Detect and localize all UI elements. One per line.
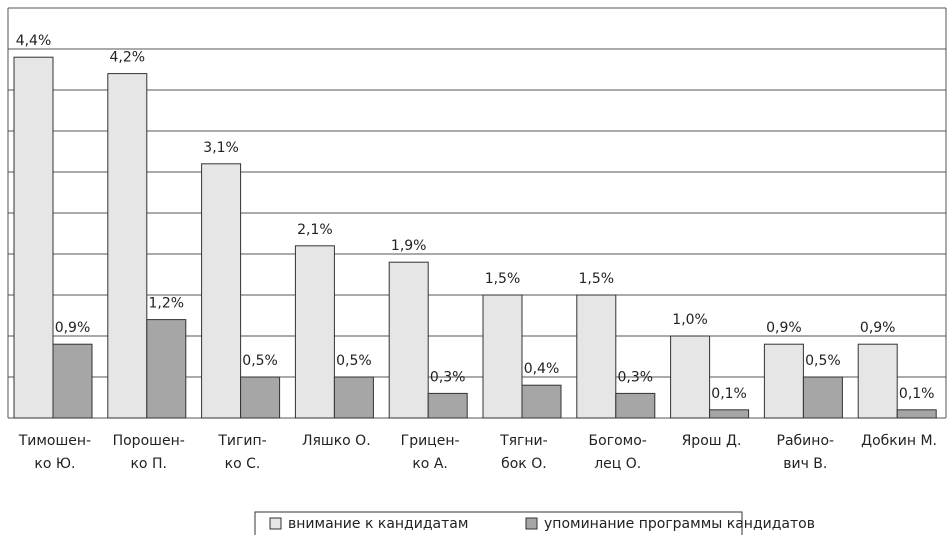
x-tick-label: бок О. [501, 456, 547, 472]
bar [482, 294, 523, 419]
bar [294, 245, 335, 419]
x-tick-label: ко Ю. [34, 456, 75, 472]
x-tick-label: ко А. [412, 456, 448, 472]
bar [333, 376, 374, 419]
bar [896, 409, 937, 419]
x-tick-label: Богомо- [589, 433, 647, 449]
value-label: 0,5% [242, 353, 278, 369]
bar [802, 376, 843, 419]
legend-swatch [269, 517, 282, 530]
bar [240, 376, 281, 419]
x-tick-label: ко С. [225, 456, 261, 472]
value-label: 0,4% [524, 361, 560, 377]
x-tick-label: ко П. [130, 456, 166, 472]
bar [709, 409, 750, 419]
x-tick-label: лец О. [594, 456, 641, 472]
x-tick-label: Тимошен- [18, 433, 91, 449]
bar [388, 261, 429, 419]
bar [201, 163, 242, 419]
value-label: 0,9% [860, 320, 896, 336]
value-label: 1,9% [391, 238, 427, 254]
value-label: 3,1% [203, 140, 239, 156]
bar [615, 392, 656, 419]
value-label: 4,4% [16, 33, 52, 49]
value-label: 1,5% [485, 271, 521, 287]
value-label: 0,3% [618, 369, 654, 385]
x-tick-label: Тигип- [217, 433, 266, 449]
value-label: 0,9% [766, 320, 802, 336]
bar [427, 392, 468, 419]
value-label: 0,1% [899, 386, 935, 402]
x-tick-label: Добкин М. [861, 433, 937, 449]
value-label: 0,5% [336, 353, 372, 369]
value-label: 1,5% [579, 271, 615, 287]
value-label: 1,0% [672, 312, 708, 328]
value-label: 0,5% [805, 353, 841, 369]
value-label: 4,2% [110, 50, 146, 66]
legend-label: упоминание программы кандидатов [544, 516, 815, 532]
bar [763, 343, 804, 419]
bar [146, 319, 187, 419]
x-tick-label: Грицен- [401, 433, 460, 449]
value-label: 2,1% [297, 222, 333, 238]
bar [107, 73, 148, 419]
x-tick-label: Тягни- [499, 433, 548, 449]
x-tick-label: вич В. [783, 456, 827, 472]
x-tick-label: Ярош Д. [682, 433, 742, 449]
bar [521, 384, 562, 419]
legend-label: внимание к кандидатам [288, 516, 468, 532]
legend-swatch [525, 517, 538, 530]
x-tick-label: Рабино- [777, 433, 835, 449]
value-label: 0,9% [55, 320, 91, 336]
bar [670, 335, 711, 419]
value-label: 1,2% [149, 296, 185, 312]
legend-box [254, 511, 743, 535]
x-tick-label: Порошен- [113, 433, 185, 449]
bar [52, 343, 93, 419]
bar [13, 56, 54, 419]
value-label: 0,3% [430, 369, 466, 385]
value-label: 0,1% [711, 386, 747, 402]
bar [576, 294, 617, 419]
bar [857, 343, 898, 419]
x-tick-label: Ляшко О. [302, 433, 371, 449]
